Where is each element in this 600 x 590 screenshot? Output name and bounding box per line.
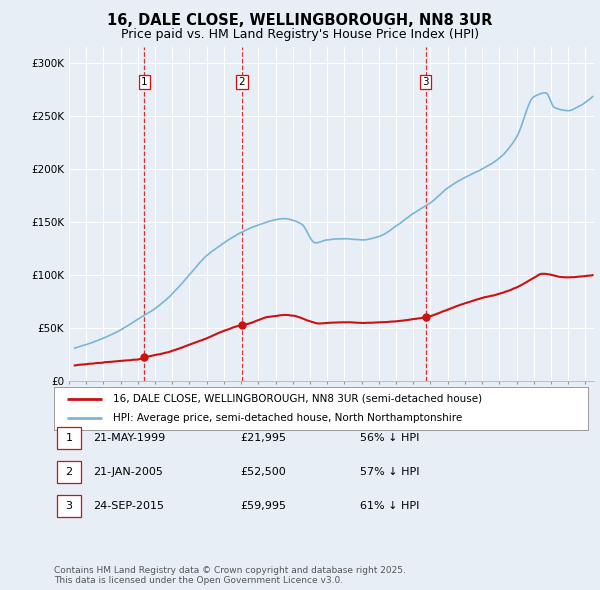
Text: HPI: Average price, semi-detached house, North Northamptonshire: HPI: Average price, semi-detached house,…: [113, 413, 462, 423]
Text: 21-MAY-1999: 21-MAY-1999: [93, 433, 165, 442]
Text: 24-SEP-2015: 24-SEP-2015: [93, 502, 164, 511]
Text: 16, DALE CLOSE, WELLINGBOROUGH, NN8 3UR (semi-detached house): 16, DALE CLOSE, WELLINGBOROUGH, NN8 3UR …: [113, 394, 482, 404]
Text: 57% ↓ HPI: 57% ↓ HPI: [360, 467, 419, 477]
Text: Price paid vs. HM Land Registry's House Price Index (HPI): Price paid vs. HM Land Registry's House …: [121, 28, 479, 41]
Text: £59,995: £59,995: [240, 502, 286, 511]
Text: 3: 3: [65, 502, 73, 511]
Text: 3: 3: [422, 77, 429, 87]
Text: £21,995: £21,995: [240, 433, 286, 442]
Text: 2: 2: [239, 77, 245, 87]
Text: 1: 1: [141, 77, 148, 87]
Text: 1: 1: [65, 433, 73, 442]
Text: 61% ↓ HPI: 61% ↓ HPI: [360, 502, 419, 511]
Text: 16, DALE CLOSE, WELLINGBOROUGH, NN8 3UR: 16, DALE CLOSE, WELLINGBOROUGH, NN8 3UR: [107, 13, 493, 28]
Text: 56% ↓ HPI: 56% ↓ HPI: [360, 433, 419, 442]
Text: 2: 2: [65, 467, 73, 477]
Text: 21-JAN-2005: 21-JAN-2005: [93, 467, 163, 477]
Text: Contains HM Land Registry data © Crown copyright and database right 2025.
This d: Contains HM Land Registry data © Crown c…: [54, 566, 406, 585]
Text: £52,500: £52,500: [240, 467, 286, 477]
